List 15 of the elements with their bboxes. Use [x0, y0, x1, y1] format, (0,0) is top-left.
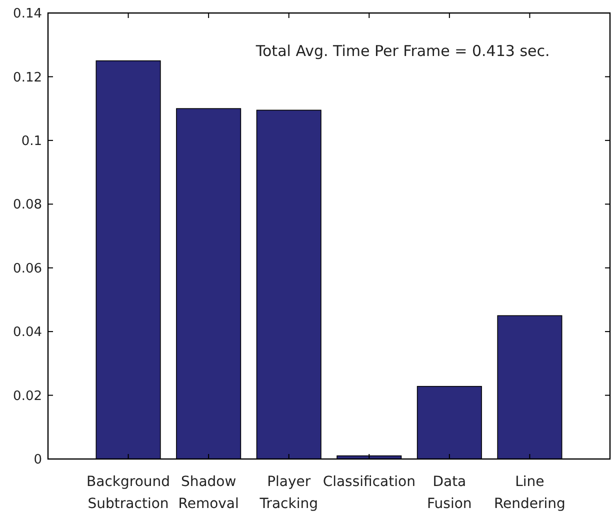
y-tick-label: 0.04 [13, 325, 42, 340]
x-tick-label: Classification [322, 474, 416, 490]
y-tick-label: 0.14 [13, 6, 42, 22]
annotation: Total Avg. Time Per Frame = 0.413 sec. [254, 42, 550, 60]
y-tick-label: 0.06 [13, 261, 42, 276]
x-tick-label: Background Subtraction [86, 474, 170, 512]
y-tick-label: 0.12 [13, 70, 42, 86]
y-tick-label: 0.1 [21, 134, 42, 149]
y-tick-label: 0.02 [13, 388, 42, 404]
x-tick-label: Line Rendering [494, 474, 566, 512]
x-tick-label: Shadow Removal [178, 474, 239, 512]
y-tick-label: 0 [34, 452, 42, 468]
x-tick-label: Data Fusion [427, 474, 472, 512]
x-tick-label: Player Tracking [258, 474, 318, 512]
y-tick-label: 0.08 [13, 198, 42, 213]
